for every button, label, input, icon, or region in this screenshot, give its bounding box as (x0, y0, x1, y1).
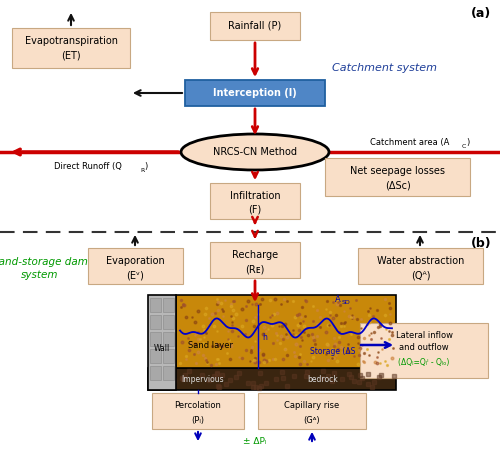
Text: Sand-storage dam: Sand-storage dam (0, 257, 88, 267)
Bar (163, 332, 174, 346)
Text: Net seepage losses: Net seepage losses (350, 166, 445, 176)
Text: A: A (335, 295, 341, 304)
Text: Catchment system: Catchment system (332, 63, 438, 73)
Text: Evaporation: Evaporation (106, 256, 165, 266)
Text: SD: SD (342, 300, 351, 305)
Text: (b): (b) (470, 238, 492, 251)
Text: (ΔQₗ=Qₗᴵ - Qₗₒ): (ΔQₗ=Qₗᴵ - Qₗₒ) (398, 357, 450, 366)
Bar (358, 248, 483, 284)
Text: Percolation: Percolation (174, 401, 222, 410)
Text: (Pₗ): (Pₗ) (192, 415, 204, 424)
Text: ): ) (466, 138, 469, 148)
Bar (258, 393, 366, 429)
Text: Impervious: Impervious (182, 374, 224, 383)
Text: Recharge: Recharge (232, 250, 278, 260)
Text: (Gᴬ): (Gᴬ) (304, 415, 320, 424)
Bar (325, 158, 470, 196)
Bar (163, 298, 174, 312)
Bar (210, 242, 300, 278)
Bar (150, 332, 161, 346)
Bar (176, 295, 396, 368)
Bar (152, 393, 244, 429)
Text: NRCS-CN Method: NRCS-CN Method (213, 147, 297, 157)
Text: Rainfall (P): Rainfall (P) (228, 21, 281, 31)
Text: (Qᴬ): (Qᴬ) (411, 270, 430, 280)
Text: (ΔSᴄ): (ΔSᴄ) (384, 180, 410, 190)
Text: (Eᵛ): (Eᵛ) (126, 270, 144, 280)
Bar (12, 28, 130, 68)
Text: Evapotranspiration: Evapotranspiration (24, 36, 118, 46)
Bar (163, 315, 174, 329)
Text: Infiltration: Infiltration (230, 191, 280, 201)
Bar (150, 315, 161, 329)
Text: Lateral inflow: Lateral inflow (396, 331, 452, 340)
Text: ): ) (144, 163, 147, 172)
Text: Capillary rise: Capillary rise (284, 401, 340, 410)
Text: Direct Runoff (Q: Direct Runoff (Q (54, 163, 122, 172)
Bar (150, 349, 161, 363)
Text: system: system (21, 270, 59, 280)
Bar (185, 80, 325, 106)
Bar (210, 183, 300, 219)
Bar (88, 248, 183, 284)
Text: bedrock: bedrock (308, 374, 338, 383)
Bar (210, 12, 300, 40)
Bar (148, 368, 396, 390)
Text: (a): (a) (471, 8, 491, 21)
Text: Storage (ΔS: Storage (ΔS (310, 348, 356, 357)
Text: ± ΔPₗ: ± ΔPₗ (244, 436, 266, 445)
Text: Interception (I): Interception (I) (213, 88, 297, 98)
Ellipse shape (181, 134, 329, 170)
Text: h: h (262, 334, 267, 343)
Text: Wall: Wall (154, 344, 170, 353)
Text: (Rᴇ): (Rᴇ) (246, 264, 264, 274)
Text: R: R (140, 167, 144, 172)
Text: and outflow: and outflow (399, 343, 449, 352)
Text: (ET): (ET) (61, 51, 81, 61)
Text: C: C (462, 144, 466, 149)
Bar (163, 349, 174, 363)
Text: Sand layer: Sand layer (188, 340, 232, 349)
Bar (163, 366, 174, 380)
Text: Water abstraction: Water abstraction (377, 256, 464, 266)
Bar (148, 295, 176, 390)
Bar (150, 366, 161, 380)
Text: (F): (F) (248, 205, 262, 215)
Bar (150, 298, 161, 312)
Bar (360, 323, 488, 378)
Text: Catchment area (A: Catchment area (A (370, 138, 450, 148)
